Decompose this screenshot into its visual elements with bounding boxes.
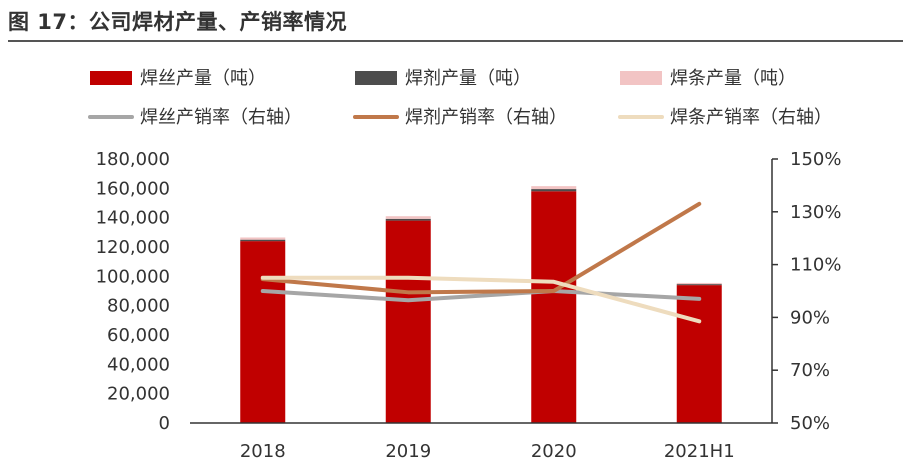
x-axis-tick-label: 2019: [385, 441, 431, 462]
series-line-2: [260, 201, 702, 295]
right-axis-tick-label: 150%: [790, 149, 841, 170]
left-axis-tick-label: 20,000: [107, 384, 170, 405]
x-axis-tick-label: 2020: [531, 441, 577, 462]
legend-label-3: 焊条产量（吨）: [670, 68, 796, 89]
bar-2-2020: [531, 189, 577, 192]
x-axis-tick-label: 2021H1: [664, 441, 735, 462]
bar-1-2019: [385, 220, 431, 423]
legend-swatch-2: [355, 71, 397, 85]
left-axis-tick-label: 120,000: [96, 237, 170, 258]
right-axis-tick-label: 70%: [790, 360, 830, 381]
left-axis-tick-label: 160,000: [96, 178, 170, 199]
bar-3-2018: [240, 237, 286, 240]
right-axis-tick-label: 50%: [790, 413, 830, 434]
lines: [260, 201, 702, 324]
series-line-3: [260, 275, 702, 324]
figure-title: 图 17：公司焊材产量、产销率情况: [8, 10, 348, 34]
bar-1-2020: [531, 191, 577, 423]
legend-label-5: 焊剂产销率（右轴）: [405, 107, 567, 128]
series-line-1: [260, 289, 702, 303]
legend-swatch-3: [620, 71, 662, 85]
bar-1-2021H1: [676, 285, 722, 423]
legend-label-6: 焊条产销率（右轴）: [670, 107, 832, 128]
right-axis-tick-label: 110%: [790, 255, 841, 276]
bar-2-2021H1: [676, 284, 722, 286]
left-axis-tick-label: 80,000: [107, 296, 170, 317]
left-axis-tick-label: 60,000: [107, 325, 170, 346]
bar-2-2019: [385, 218, 431, 221]
left-axis-tick-label: 40,000: [107, 354, 170, 375]
left-axis-tick-label: 140,000: [96, 208, 170, 229]
right-axis: 50% 70% 90% 110% 130% 150%: [771, 149, 841, 434]
left-axis-tick-label: 0: [159, 413, 170, 434]
legend: 焊丝产量（吨） 焊剂产量（吨） 焊条产量（吨） 焊丝产销率（右轴） 焊剂产销率（右轴） 焊…: [88, 68, 832, 128]
bar-1-2018: [240, 241, 286, 423]
bar-3-2020: [531, 186, 577, 190]
bar-2-2018: [240, 239, 286, 242]
x-axis: 2018 2019 2020 2021H1: [190, 422, 772, 462]
bar-3-2021H1: [676, 282, 722, 285]
legend-label-1: 焊丝产量（吨）: [140, 68, 266, 89]
bars: [240, 186, 722, 423]
left-axis-tick-label: 180,000: [96, 149, 170, 170]
legend-label-2: 焊剂产量（吨）: [405, 68, 531, 89]
legend-label-4: 焊丝产销率（右轴）: [140, 107, 302, 128]
right-axis-tick-label: 90%: [790, 307, 830, 328]
title-divider: [8, 40, 903, 42]
left-axis: 0 20,000 40,000 60,000 80,000 100,000 120,000 1…: [96, 149, 170, 434]
legend-swatch-1: [90, 71, 132, 85]
bar-3-2019: [385, 216, 431, 219]
right-axis-tick-label: 130%: [790, 202, 841, 223]
left-axis-tick-label: 100,000: [96, 266, 170, 287]
x-axis-tick-label: 2018: [240, 441, 286, 462]
